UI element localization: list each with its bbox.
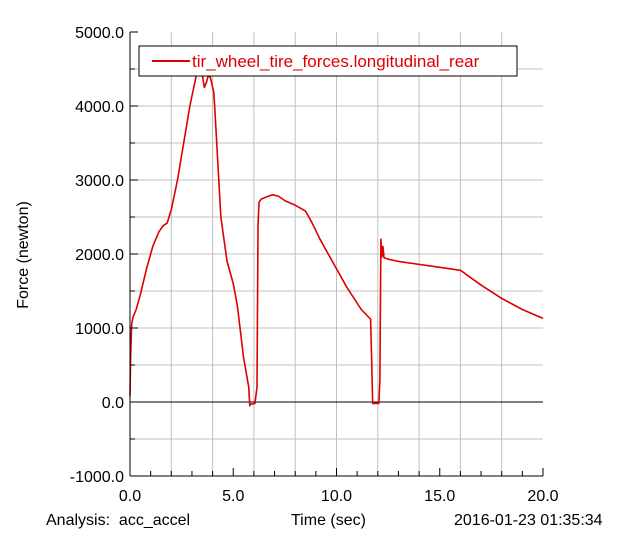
y-tick-label: 3000.0: [75, 173, 124, 190]
x-axis-label: Time (sec): [291, 512, 366, 529]
axis-layer: [129, 31, 544, 477]
series-layer: [129, 68, 544, 407]
series-line-0: [129, 68, 544, 407]
analysis-label: Analysis: acc_accel: [46, 512, 191, 529]
y-tick-label: 1000.0: [75, 321, 124, 338]
x-tick-label: 15.0: [424, 488, 455, 505]
legend-label: tir_wheel_tire_forces.longitudinal_rear: [192, 52, 480, 71]
x-tick-label: 5.0: [222, 488, 244, 505]
x-tick-label: 10.0: [321, 488, 352, 505]
chart-svg: 0.0 5.0 10.0 15.0 20.0 -1000.0 0.0 1000.0 2000.0…: [15, 25, 559, 505]
y-tick-label: 5000.0: [75, 25, 124, 42]
tick-label-layer: 0.0 5.0 10.0 15.0 20.0 -1000.0 0.0 1000.0 2000.0…: [70, 25, 559, 505]
y-tick-label: 0.0: [102, 395, 124, 412]
y-tick-label: 4000.0: [75, 99, 124, 116]
y-tick-label: 2000.0: [75, 247, 124, 264]
x-tick-label: 0.0: [119, 488, 141, 505]
y-axis-label: Force (newton): [15, 201, 32, 309]
timestamp: 2016-01-23 01:35:34: [454, 512, 603, 529]
legend-box: [138, 45, 518, 77]
legend: tir_wheel_tire_forces.longitudinal_rear: [138, 45, 518, 77]
x-tick-label: 20.0: [527, 488, 558, 505]
y-tick-label: -1000.0: [70, 469, 124, 486]
